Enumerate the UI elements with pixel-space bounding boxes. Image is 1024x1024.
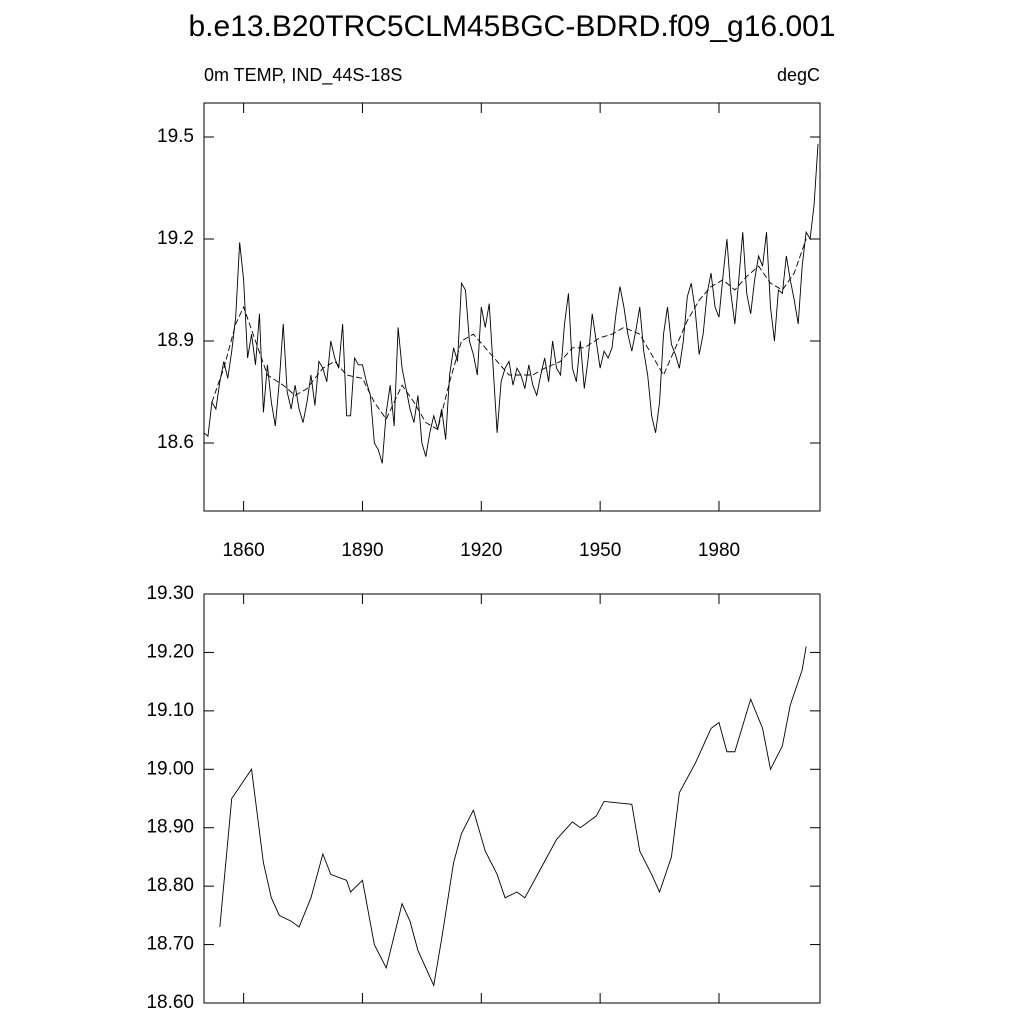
y-tick-label: 19.10	[146, 700, 194, 721]
x-tick-label: 1950	[579, 540, 621, 561]
plot-frame	[203, 102, 821, 512]
plot-frame	[203, 593, 821, 1004]
y-tick-label: 19.5	[157, 126, 194, 147]
y-tick-label: 19.00	[146, 758, 194, 779]
chart-title: b.e13.B20TRC5CLM45BGC-BDRD.f09_g16.001	[188, 10, 835, 43]
data-line	[203, 143, 819, 464]
y-tick-label: 19.20	[146, 641, 194, 662]
y-tick-label: 18.80	[146, 875, 194, 896]
x-tick-label: 1860	[222, 540, 264, 561]
y-tick-label: 19.2	[157, 228, 194, 249]
x-tick-label: 1890	[341, 540, 383, 561]
y-tick-label: 18.90	[146, 817, 194, 838]
y-tick-label: 18.6	[157, 432, 194, 453]
smoothed-line	[211, 238, 807, 431]
y-tick-label: 18.70	[146, 934, 194, 955]
x-tick-label: 1980	[698, 540, 740, 561]
y-tick-label: 18.60	[146, 992, 194, 1013]
y-tick-label: 19.30	[146, 583, 194, 604]
data-line	[219, 646, 807, 987]
left-string: 0m TEMP, IND_44S-18S	[204, 65, 402, 86]
x-tick-label: 1920	[460, 540, 502, 561]
y-tick-label: 18.9	[157, 330, 194, 351]
right-string: degC	[777, 65, 820, 85]
